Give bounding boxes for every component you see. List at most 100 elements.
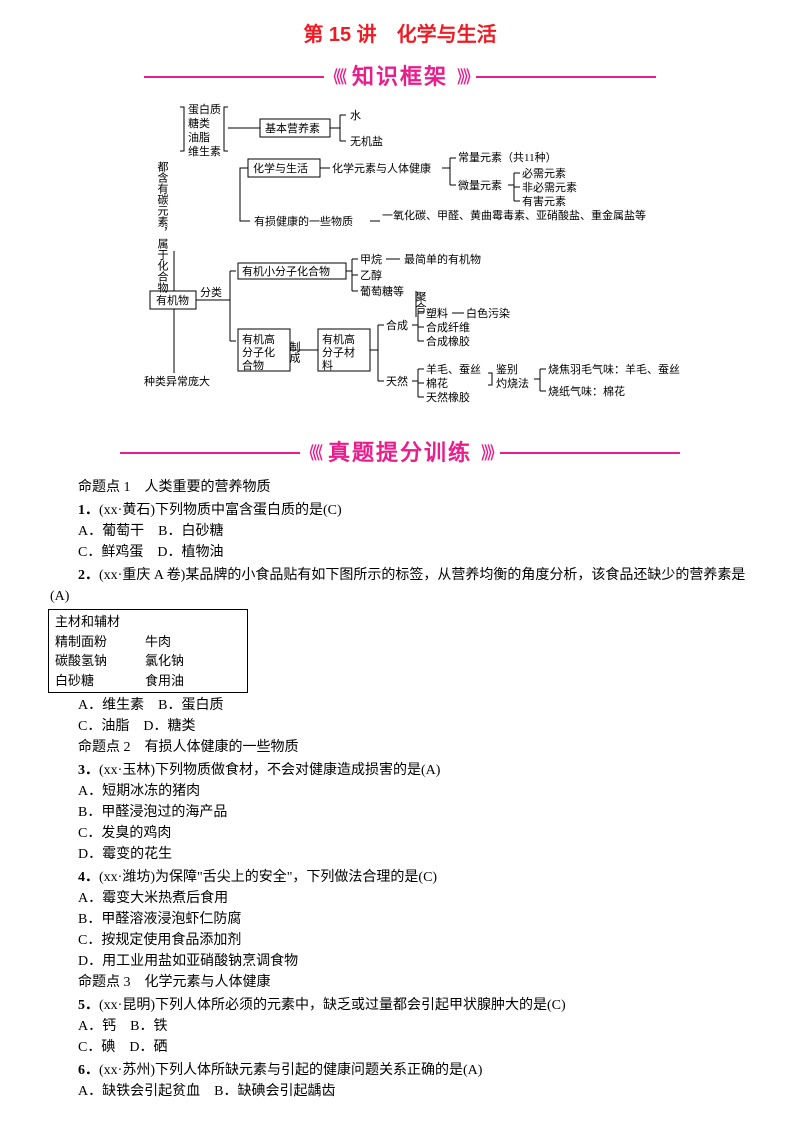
q4-o3: D．用工业用盐如亚硝酸钠烹调食物	[78, 951, 750, 972]
dg-elemhealth: 化学元素与人体健康	[332, 161, 431, 175]
q1-text: (xx·黄石)下列物质中富含蛋白质的是(C)	[99, 503, 342, 518]
dg-fat: 油脂	[188, 130, 210, 144]
r01: 牛肉	[145, 632, 171, 652]
dg-white: 白色污染	[466, 306, 510, 320]
q3: 3．(xx·玉林)下列物质做食材，不会对健康造成损害的是(A)	[50, 760, 750, 781]
q1: 1．(xx·黄石)下列物质中富含蛋白质的是(C)	[50, 500, 750, 521]
dg-fiber: 合成纤维	[426, 320, 470, 334]
ingredient-box: 主材和辅材 精制面粉牛肉 碳酸氢钠氯化钠 白砂糖食用油	[48, 609, 248, 693]
q5-num: 5．	[78, 998, 99, 1013]
dg-rubber: 合成橡胶	[426, 334, 470, 348]
dg-make: 制成	[288, 341, 301, 364]
banner-line-left	[144, 76, 324, 78]
q3-o3: D．霉变的花生	[78, 844, 750, 865]
q6: 6．(xx·苏州)下列人体所缺元素与引起的健康问题关系正确的是(A)	[50, 1060, 750, 1081]
diagram-svg: 蛋白质 糖类 油脂 维生素 基本营养素 水 无机盐 都含有碳元素，属于化合物 化…	[120, 101, 680, 421]
banner-text-1: 知识框架	[352, 60, 448, 93]
q4-text: (xx·潍坊)为保障"舌尖上的安全"，下列做法合理的是(C)	[99, 870, 437, 885]
q4-num: 4．	[78, 870, 99, 885]
r10: 碳酸氢钠	[55, 651, 145, 671]
q5-text: (xx·昆明)下列人体所必须的元素中，缺乏或过量都会引起甲状腺肿大的是(C)	[99, 998, 566, 1013]
dg-identify1: 鉴别	[496, 363, 518, 376]
q6-optA: A．缺铁会引起贫血 B．缺碘会引起龋齿	[78, 1081, 750, 1102]
dg-polymer1: 有机高	[242, 332, 275, 346]
banner-line-right	[476, 76, 656, 78]
banner-line-right-2	[500, 452, 680, 454]
dg-methane: 甲烷	[360, 252, 382, 266]
dg-natrubber: 天然橡胶	[426, 390, 470, 404]
banner-line-left-2	[120, 452, 300, 454]
dg-vitamin: 维生素	[188, 144, 221, 158]
q2-num: 2．	[78, 568, 99, 583]
q3-o1: B．甲醛浸泡过的海产品	[78, 802, 750, 823]
dg-simplest: 最简单的有机物	[404, 252, 481, 266]
dg-smallmol: 有机小分子化合物	[242, 264, 330, 278]
banner-practice: ⟪⟪ 真题提分训练 ⟫⟫	[50, 436, 750, 469]
q3-num: 3．	[78, 763, 99, 778]
dg-ethanol: 乙醇	[360, 268, 382, 282]
box-row-1: 碳酸氢钠氯化钠	[55, 651, 241, 671]
q6-num: 6．	[78, 1063, 99, 1078]
q5-optC: C．碘 D．硒	[78, 1037, 750, 1058]
dg-macro: 常量元素（共11种）	[458, 150, 557, 164]
concept-diagram: 蛋白质 糖类 油脂 维生素 基本营养素 水 无机盐 都含有碳元素，属于化合物 化…	[120, 101, 680, 428]
dg-species: 种类异常庞大	[144, 374, 210, 388]
q4-o1: B．甲醛溶液浸泡虾仁防腐	[78, 909, 750, 930]
dg-classify: 分类	[200, 285, 222, 299]
dg-polymat3: 料	[322, 358, 333, 372]
dg-polymat2: 分子材	[322, 345, 355, 359]
dg-glucose: 葡萄糖等	[360, 284, 404, 298]
r21: 食用油	[145, 671, 184, 691]
dg-cotton: 棉花	[426, 376, 448, 390]
dg-polymer2: 分子化	[242, 345, 275, 359]
dg-water: 水	[350, 109, 361, 122]
topic-1: 命题点 1 人类重要的营养物质	[50, 477, 750, 498]
q3-o2: C．发臭的鸡肉	[78, 823, 750, 844]
banner-text-2: 真题提分训练	[328, 436, 472, 469]
dg-polymat1: 有机高	[322, 332, 355, 346]
dg-polymer3: 合物	[242, 358, 264, 372]
page-title: 第 15 讲 化学与生活	[50, 20, 750, 50]
dg-vert-note: 都含有碳元素，属于化合物	[156, 161, 169, 293]
q3-text: (xx·玉林)下列物质做食材，不会对健康造成损害的是(A)	[99, 763, 440, 778]
dg-natural: 天然	[386, 374, 408, 388]
dg-micro1: 必需元素	[522, 167, 566, 180]
q4-o2: C．按规定使用食品添加剂	[78, 930, 750, 951]
chev-left: ⟪⟪	[332, 63, 344, 90]
box-row-2: 白砂糖食用油	[55, 671, 241, 691]
r00: 精制面粉	[55, 632, 145, 652]
dg-micro3: 有害元素	[522, 194, 566, 208]
dg-burn2: 烧纸气味：棉花	[548, 384, 625, 398]
r11: 氯化钠	[145, 651, 184, 671]
q5: 5．(xx·昆明)下列人体所必须的元素中，缺乏或过量都会引起甲状腺肿大的是(C)	[50, 995, 750, 1016]
chev-right-2: ⟫⟫	[480, 439, 492, 466]
q1-optC: C．鲜鸡蛋 D．植物油	[78, 542, 750, 563]
q3-o0: A．短期冰冻的猪肉	[78, 781, 750, 802]
box-title: 主材和辅材	[55, 612, 241, 632]
chev-right: ⟫⟫	[456, 63, 468, 90]
box-row-0: 精制面粉牛肉	[55, 632, 241, 652]
dg-chemlife: 化学与生活	[253, 161, 308, 175]
q5-optA: A．钙 B．铁	[78, 1016, 750, 1037]
q2-optA: A．维生素 B．蛋白质	[78, 695, 750, 716]
dg-synth: 合成	[386, 318, 408, 332]
dg-harmful-sub: 一氧化碳、甲醛、黄曲霉毒素、亚硝酸盐、重金属盐等	[382, 208, 646, 222]
q1-num: 1．	[78, 503, 99, 518]
q2-optC: C．油脂 D．糖类	[78, 716, 750, 737]
dg-micro2: 非必需元素	[522, 181, 577, 194]
dg-basic-nutrient: 基本营养素	[265, 121, 320, 135]
dg-protein: 蛋白质	[188, 102, 221, 116]
q2: 2．(xx·重庆 A 卷)某品牌的小食品贴有如下图所示的标签，从营养均衡的角度分…	[50, 565, 750, 607]
r20: 白砂糖	[55, 671, 145, 691]
topic-2: 命题点 2 有损人体健康的一些物质	[50, 737, 750, 758]
banner-knowledge: ⟪⟪ 知识框架 ⟫⟫	[50, 60, 750, 93]
dg-micro: 微量元素	[458, 178, 502, 192]
dg-wool: 羊毛、蚕丝	[426, 362, 481, 376]
chev-left-2: ⟪⟪	[308, 439, 320, 466]
q2-wrap: 主材和辅材 精制面粉牛肉 碳酸氢钠氯化钠 白砂糖食用油	[22, 609, 750, 693]
dg-identify2: 灼烧法	[496, 376, 529, 390]
dg-sugar: 糖类	[188, 116, 210, 130]
dg-salt: 无机盐	[350, 134, 383, 148]
q1-optA: A．葡萄干 B．白砂糖	[78, 521, 750, 542]
dg-plastic: 塑料	[426, 306, 448, 320]
